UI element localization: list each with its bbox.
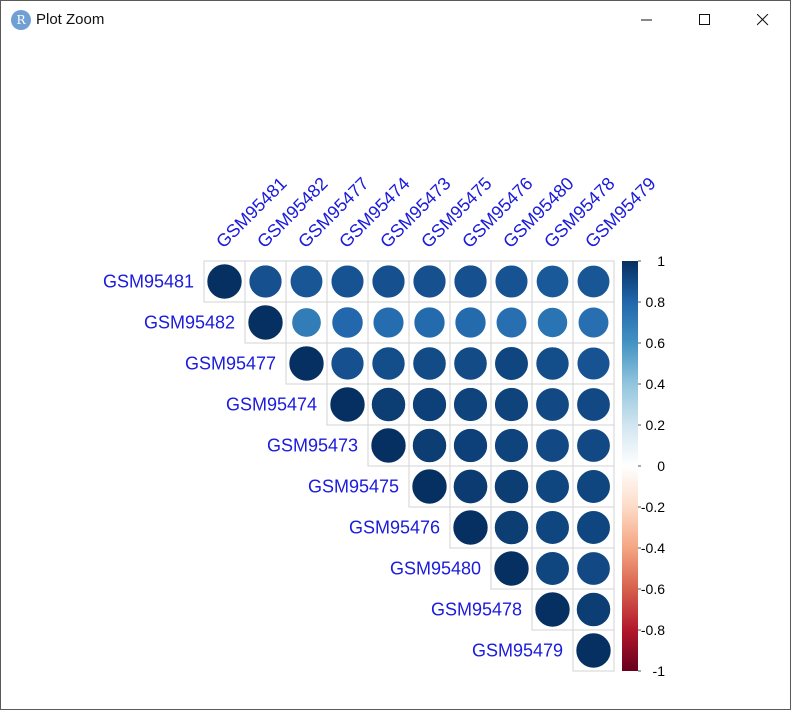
- corr-circle-GSM95482-GSM95476: [454, 306, 487, 339]
- corr-circle-GSM95482-GSM95479: [577, 306, 610, 339]
- row-labels: GSM95481 GSM95482 GSM95477 GSM95474 GSM95473…: [103, 272, 563, 661]
- window-title: Plot Zoom: [36, 11, 105, 28]
- close-icon: [757, 14, 769, 26]
- corr-circle-GSM95481-GSM95479: [576, 264, 611, 299]
- colorbar-tick-label: 0.4: [646, 376, 666, 392]
- plot-area: GSM95481 GSM95482 GSM95477 GSM95474 GSM95473…: [1, 38, 790, 709]
- row-label: GSM95482: [144, 313, 235, 333]
- corr-circle-GSM95477-GSM95480: [494, 346, 529, 381]
- r-app-icon: R: [11, 10, 31, 30]
- row-label: GSM95479: [472, 641, 563, 661]
- column-labels: GSM95481GSM95482GSM95477GSM95474GSM95473…: [212, 173, 660, 252]
- corr-circle-GSM95473-GSM95476: [453, 428, 488, 463]
- corr-circle-GSM95482-GSM95478: [537, 307, 568, 338]
- corr-circle-GSM95477-GSM95476: [453, 346, 488, 381]
- corr-circle-GSM95475-GSM95475: [411, 468, 448, 505]
- row-label: GSM95480: [390, 559, 481, 579]
- corr-circle-GSM95473-GSM95480: [494, 428, 529, 463]
- corr-circle-GSM95481-GSM95481: [206, 263, 243, 300]
- corr-circle-GSM95475-GSM95479: [576, 469, 611, 504]
- corr-circle-GSM95477-GSM95474: [330, 346, 365, 381]
- corr-circle-GSM95478-GSM95479: [576, 592, 611, 627]
- corr-circle-GSM95482-GSM95473: [372, 306, 405, 339]
- corr-circle-GSM95475-GSM95478: [535, 469, 570, 504]
- corr-circle-GSM95481-GSM95478: [536, 265, 569, 298]
- corr-circle-GSM95474-GSM95475: [412, 387, 447, 422]
- colorbar-tick-label: 0.8: [646, 294, 666, 310]
- corr-circle-GSM95480-GSM95478: [535, 551, 570, 586]
- corr-circle-GSM95474-GSM95479: [576, 387, 611, 422]
- corr-circle-GSM95477-GSM95475: [412, 346, 447, 381]
- corr-circle-GSM95473-GSM95475: [412, 428, 447, 463]
- circle-layer: [206, 263, 612, 669]
- corr-circle-GSM95482-GSM95477: [291, 307, 322, 338]
- maximize-button[interactable]: [682, 1, 728, 38]
- corr-circle-GSM95481-GSM95473: [371, 264, 406, 299]
- minimize-button[interactable]: [624, 1, 670, 38]
- corr-circle-GSM95475-GSM95480: [494, 469, 529, 504]
- correlation-plot: GSM95481 GSM95482 GSM95477 GSM95474 GSM95473…: [103, 173, 665, 679]
- colorbar-tick-label: 0.6: [646, 335, 666, 351]
- minimize-icon: [641, 19, 652, 21]
- corr-circle-GSM95474-GSM95473: [371, 387, 406, 422]
- row-label: GSM95478: [431, 600, 522, 620]
- row-label: GSM95473: [267, 436, 358, 456]
- corr-circle-GSM95476-GSM95476: [452, 509, 489, 546]
- corr-circle-GSM95473-GSM95479: [576, 428, 611, 463]
- row-label: GSM95481: [103, 272, 194, 292]
- cell-GSM95479-GSM95479: [572, 629, 615, 672]
- corr-circle-GSM95482-GSM95475: [413, 306, 446, 339]
- row-label: GSM95476: [349, 518, 440, 538]
- corr-circle-GSM95479-GSM95479: [575, 632, 612, 669]
- colorbar-tick-label: -0.8: [641, 622, 665, 638]
- colorbar-tick-label: -0.4: [641, 540, 665, 556]
- corr-circle-GSM95482-GSM95482: [247, 304, 284, 341]
- colorbar-tick-label: 0: [657, 458, 665, 474]
- corr-circle-GSM95477-GSM95473: [371, 346, 406, 381]
- title-bar[interactable]: R Plot Zoom: [1, 1, 790, 38]
- corr-circle-GSM95481-GSM95474: [330, 264, 365, 299]
- corr-circle-GSM95482-GSM95474: [331, 306, 364, 339]
- corr-circle-GSM95475-GSM95476: [453, 469, 488, 504]
- corr-circle-GSM95478-GSM95478: [534, 591, 571, 628]
- corr-circle-GSM95481-GSM95482: [248, 264, 283, 299]
- corr-circle-GSM95473-GSM95478: [535, 428, 570, 463]
- corr-circle-GSM95481-GSM95477: [289, 264, 324, 299]
- corr-circle-GSM95474-GSM95476: [453, 387, 488, 422]
- corr-circle-GSM95476-GSM95480: [494, 510, 529, 545]
- corr-circle-GSM95482-GSM95480: [495, 306, 528, 339]
- corr-circle-GSM95474-GSM95480: [494, 387, 529, 422]
- corr-circle-GSM95480-GSM95480: [493, 550, 530, 587]
- colorbar-tick-label: 0.2: [646, 417, 666, 433]
- grid-layer: [203, 260, 615, 672]
- colorbar: 1 0.8 0.6 0.4 0.2 0 -0.2 -0.4 -0.6 -0.8 -1: [622, 253, 665, 679]
- row-label: GSM95474: [226, 395, 317, 415]
- corr-circle-GSM95473-GSM95473: [370, 427, 407, 464]
- corr-circle-GSM95477-GSM95478: [535, 346, 570, 381]
- colorbar-tick-label: -0.2: [641, 499, 665, 515]
- corr-circle-GSM95481-GSM95476: [453, 264, 488, 299]
- row-label: GSM95477: [185, 354, 276, 374]
- colorbar-tick-label: -1: [653, 663, 666, 679]
- colorbar-tick-label: 1: [657, 253, 665, 269]
- corr-circle-GSM95474-GSM95474: [329, 386, 366, 423]
- row-label: GSM95475: [308, 477, 399, 497]
- corr-circle-GSM95480-GSM95479: [576, 551, 611, 586]
- corr-circle-GSM95481-GSM95475: [412, 264, 447, 299]
- maximize-icon: [699, 14, 710, 25]
- corr-circle-GSM95477-GSM95477: [288, 345, 325, 382]
- colorbar-tick-label: -0.6: [641, 581, 665, 597]
- corr-circle-GSM95476-GSM95479: [576, 510, 611, 545]
- corr-circle-GSM95477-GSM95479: [576, 346, 611, 381]
- corr-circle-GSM95481-GSM95480: [494, 264, 529, 299]
- corr-circle-GSM95474-GSM95478: [535, 387, 570, 422]
- corr-circle-GSM95476-GSM95478: [535, 510, 570, 545]
- colorbar-gradient: [622, 261, 638, 671]
- close-button[interactable]: [740, 1, 786, 38]
